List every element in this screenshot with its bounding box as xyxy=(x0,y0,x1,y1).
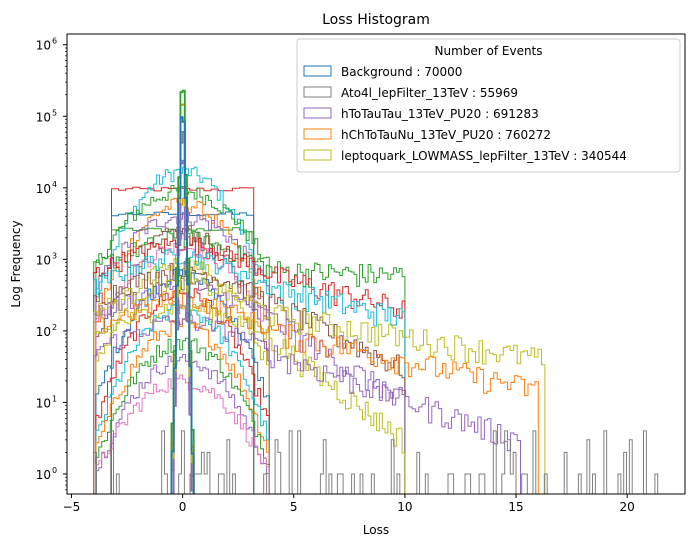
y-tick-label: 10 xyxy=(36,182,51,196)
y-tick-exponent: 4 xyxy=(52,180,57,189)
histogram-series-22 xyxy=(93,279,406,494)
legend-entry-label: leptoquark_LOWMASS_lepFilter_13TeV : 340… xyxy=(341,149,627,163)
y-tick-exponent: 2 xyxy=(52,323,57,332)
y-tick-label: 10 xyxy=(36,468,51,482)
histogram-series-32 xyxy=(170,89,195,494)
y-tick-label: 10 xyxy=(36,253,51,267)
legend-entry-label: Ato4l_lepFilter_13TeV : 55969 xyxy=(341,86,518,100)
legend-swatch xyxy=(303,149,332,161)
y-tick-label: 10 xyxy=(36,396,51,410)
legend-swatch xyxy=(303,107,332,119)
y-tick-label: 10 xyxy=(36,110,51,124)
histogram-series-27 xyxy=(93,430,659,494)
histogram-series-33 xyxy=(170,116,195,494)
x-tick-label: 20 xyxy=(620,500,635,514)
x-axis-label: Loss xyxy=(363,523,389,537)
y-tick-exponent: 3 xyxy=(52,251,57,260)
x-tick-label: 15 xyxy=(508,500,523,514)
histogram-series-12 xyxy=(95,288,270,494)
x-tick-label: 0 xyxy=(179,500,187,514)
histogram-series-20 xyxy=(93,249,406,494)
y-tick-exponent: 1 xyxy=(52,394,57,403)
legend-swatch xyxy=(303,65,332,77)
y-tick-label: 10 xyxy=(36,325,51,339)
histogram-series-11 xyxy=(95,269,270,494)
histogram-series-1 xyxy=(111,186,255,494)
legend-entry-label: Background : 70000 xyxy=(341,65,462,79)
histogram-series-17 xyxy=(95,374,270,494)
y-tick-label: 10 xyxy=(36,39,51,53)
histogram-series-23 xyxy=(93,297,406,494)
x-tick-label: −5 xyxy=(63,500,81,514)
y-tick-exponent: 0 xyxy=(52,466,57,475)
histogram-series-5 xyxy=(95,185,270,494)
x-axis: −5 0 5 10 15 20 xyxy=(63,494,635,514)
y-tick-exponent: 5 xyxy=(52,108,57,117)
histogram-series-group xyxy=(93,89,659,494)
chart-title: Loss Histogram xyxy=(322,12,430,28)
y-axis-label: Log Frequency xyxy=(9,220,23,307)
histogram-series-24 xyxy=(93,273,546,494)
histogram-series-21 xyxy=(93,261,406,494)
histogram-series-25 xyxy=(93,290,539,494)
plot-frame xyxy=(66,33,686,495)
legend-entry-label: hToTauTau_13TeV_PU20 : 691283 xyxy=(341,107,539,121)
legend-swatch xyxy=(303,86,332,98)
legend-entry-label: hChToTauNu_13TeV_PU20 : 760272 xyxy=(341,128,551,142)
legend-swatch xyxy=(303,128,332,140)
histogram-series-4 xyxy=(95,166,270,494)
x-tick-label: 10 xyxy=(397,500,412,514)
legend-box xyxy=(296,38,681,173)
legend-title: Number of Events xyxy=(434,44,542,58)
histogram-series-18 xyxy=(93,230,406,494)
histogram-series-13 xyxy=(95,303,270,494)
x-tick-label: 5 xyxy=(290,500,298,514)
legend: Number of Events Background : 70000 Ato4l_… xyxy=(296,38,681,173)
histogram-series-16 xyxy=(95,353,270,494)
histogram-series-26 xyxy=(93,312,521,494)
histogram-series-15 xyxy=(95,337,270,494)
y-tick-exponent: 6 xyxy=(52,37,57,46)
